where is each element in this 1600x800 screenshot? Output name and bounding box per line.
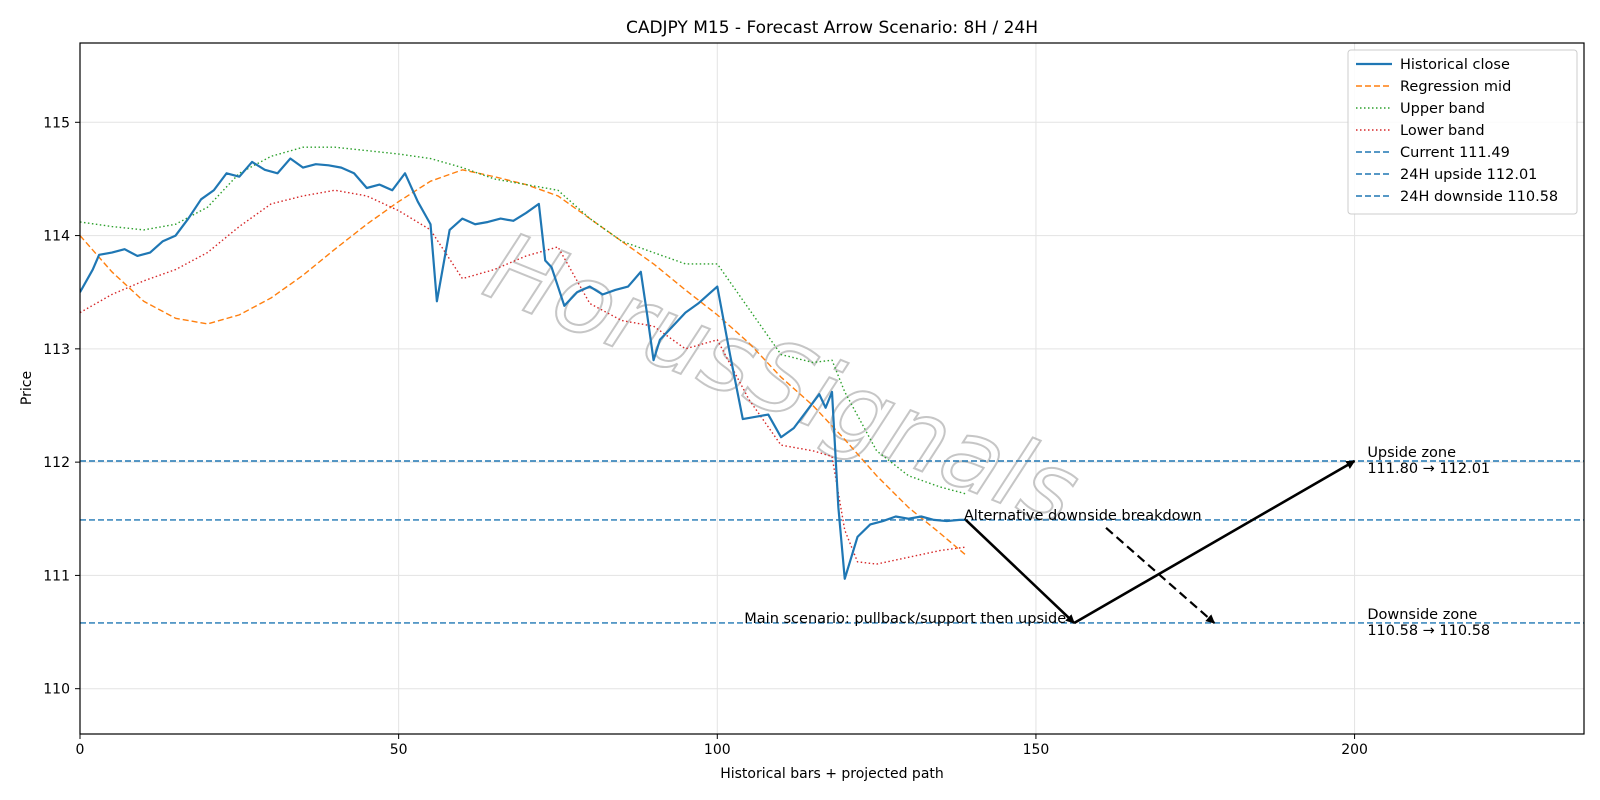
annotation-main-scenario: Main scenario: pullback/support then ups… <box>744 611 1066 627</box>
legend-label: Upper band <box>1400 101 1485 117</box>
annotation-downside-zone: Downside zone <box>1367 607 1477 623</box>
x-tick-label: 150 <box>1023 742 1050 758</box>
legend-label: Regression mid <box>1400 79 1511 95</box>
legend-label: Current 111.49 <box>1400 145 1510 161</box>
chart-title: CADJPY M15 - Forecast Arrow Scenario: 8H… <box>626 18 1038 38</box>
annotation-upside-zone: Upside zone <box>1367 445 1456 461</box>
grid <box>79 43 1584 734</box>
series-line <box>80 157 966 580</box>
x-axis-label: Historical bars + projected path <box>720 766 944 782</box>
series-lines <box>80 146 967 580</box>
y-axis-ticks: 110 111 112 113 114 115 <box>43 115 80 698</box>
x-tick-label: 200 <box>1341 742 1368 758</box>
y-tick-label: 111 <box>43 568 70 584</box>
legend-box <box>1347 49 1578 215</box>
forecast-arrow <box>1105 527 1216 624</box>
x-axis-ticks: 0 50 100 150 200 <box>76 734 1368 758</box>
forecast-arrow <box>1073 459 1356 625</box>
annotation-upside-zone: 111.80 → 112.01 <box>1367 461 1490 477</box>
legend-label: 24H upside 112.01 <box>1400 167 1537 183</box>
y-axis-label: Price <box>19 371 35 405</box>
x-tick-label: 0 <box>76 742 85 758</box>
y-tick-label: 112 <box>43 455 70 471</box>
forecast-arrow <box>964 518 1076 624</box>
annotation-alt-scenario: Alternative downside breakdown <box>964 508 1202 524</box>
y-tick-label: 114 <box>43 229 70 245</box>
y-tick-label: 115 <box>43 115 70 131</box>
legend-label: 24H downside 110.58 <box>1400 189 1558 205</box>
x-tick-label: 100 <box>704 742 731 758</box>
plot-frame <box>79 42 1585 735</box>
forecast-arrows <box>964 459 1356 625</box>
reference-lines <box>80 460 1584 624</box>
y-tick-label: 113 <box>43 342 70 358</box>
annotation-downside-zone: 110.58 → 110.58 <box>1367 623 1490 639</box>
series-line <box>80 146 967 495</box>
y-tick-label: 110 <box>43 682 70 698</box>
legend-label: Lower band <box>1400 123 1485 139</box>
legend: Historical close Regression mid Upper band… <box>1347 49 1578 215</box>
series-line <box>80 169 967 556</box>
x-tick-label: 50 <box>390 742 408 758</box>
legend-label: Historical close <box>1400 57 1510 73</box>
